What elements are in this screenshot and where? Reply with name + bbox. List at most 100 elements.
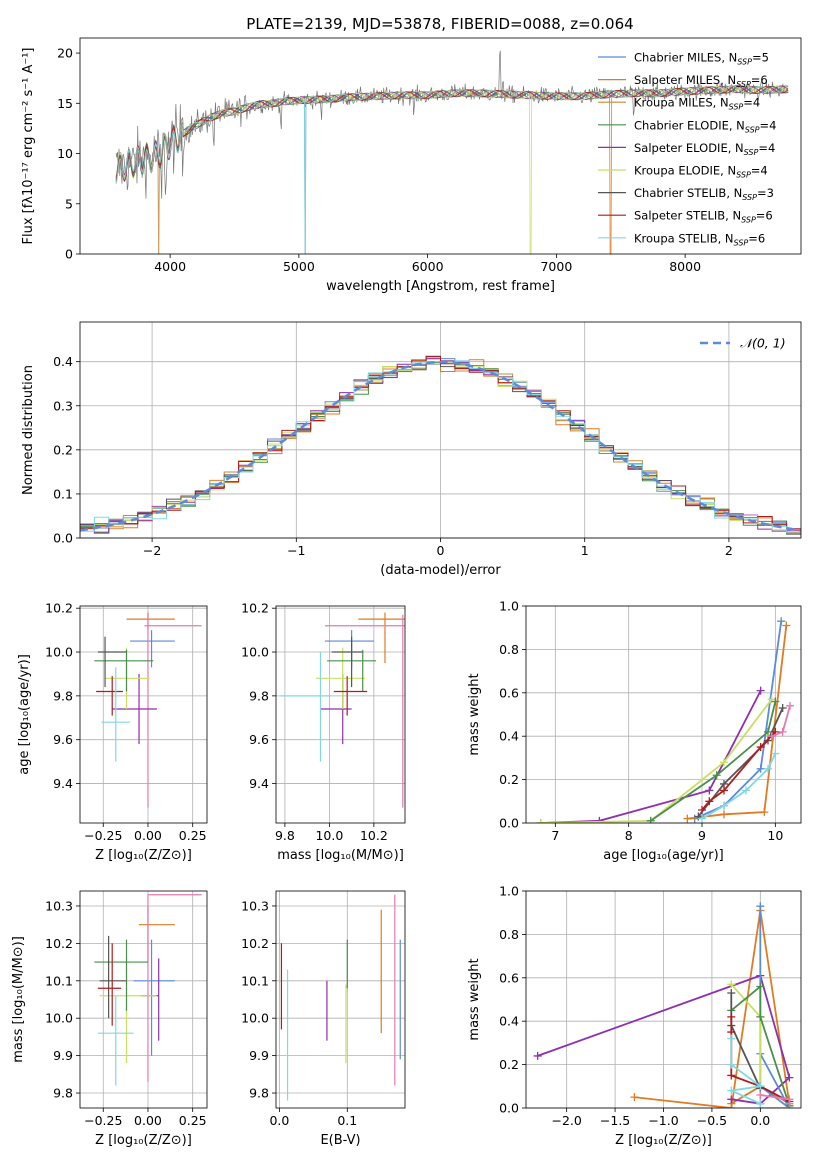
mass-weight-line: [730, 984, 791, 1107]
y-tick-label: 10: [57, 146, 73, 161]
axes-frame: [79, 37, 802, 255]
legend-label: Chabrier ELODIE, NSSP=4: [634, 118, 776, 134]
axes-frame: [525, 605, 802, 824]
mass-weight-marker: [742, 786, 750, 795]
mass-weight-marker: [683, 814, 692, 823]
x-tick-label: 0.00: [134, 828, 162, 843]
y-tick-label: 9.8: [53, 688, 73, 703]
mass-weight-marker: [727, 1086, 736, 1095]
legend-label: Kroupa MILES, NSSP=4: [634, 96, 760, 112]
residual-histogram-plot: −2 −1 0 1 2 0.0 0.1 0.2 0.3 0.4 (data-model)/error…: [21, 321, 802, 578]
figure-title: PLATE=2139, MJD=53878, FIBERID=0088, z=0…: [246, 15, 633, 33]
y-axis-label: Flux [fλ10⁻¹⁷ erg cm⁻² s⁻¹ A⁻¹]: [21, 48, 36, 245]
weight-vs-metallicity-plot: −2.0 −1.5 −1.0 −0.5 0.0 0.0 0.2 0.4 0.6 0.8 1.0 Z […: [467, 884, 802, 1148]
plot-area: [280, 894, 401, 1101]
mass-weight-marker: [727, 1012, 736, 1021]
mass-weight-marker: [698, 814, 706, 823]
mass-weight-line: [650, 701, 777, 822]
x-tick-label: 8: [625, 828, 633, 843]
model-spectrum-line: [115, 85, 789, 183]
y-tick-label: 9.8: [249, 1086, 269, 1101]
mass-weight-marker: [760, 808, 769, 817]
mass-weight-marker: [756, 1090, 765, 1099]
mass-weight-marker: [705, 786, 714, 795]
mass-weight-marker: [705, 797, 714, 806]
plot-area: [94, 612, 202, 808]
mass-weight-marker: [646, 816, 655, 823]
axes-frame: [79, 890, 208, 1109]
mass-weight-marker: [727, 980, 736, 989]
x-tick-label: 0.0: [269, 1113, 289, 1128]
x-tick-label: 8000: [669, 259, 701, 274]
y-tick-label: 9.8: [249, 688, 269, 703]
legend-label: Kroupa STELIB, NSSP=6: [634, 231, 765, 247]
x-axis-label: mass [log₁₀(M/M⊙)]: [277, 848, 404, 863]
y-tick-label: 10.0: [241, 645, 269, 660]
y-tick-label: 0.2: [53, 442, 73, 457]
mass-weight-marker: [595, 816, 604, 823]
x-axis-label: Z [log₁₀(Z/Z⊙)]: [95, 848, 192, 863]
y-tick-label: 5: [65, 196, 73, 211]
mass-weight-marker: [782, 621, 791, 630]
y-tick-label: 10.2: [45, 936, 73, 951]
mass-weight-marker: [727, 988, 736, 997]
mass-weight-marker: [727, 1095, 736, 1104]
mass-weight-marker: [785, 1099, 794, 1108]
model-spectrum-line: [115, 85, 789, 254]
y-axis-label: age [log₁₀(age/yr)]: [17, 654, 32, 775]
x-tick-label: 0.1: [337, 1113, 357, 1128]
plot-area: [115, 50, 789, 254]
x-axis-label: wavelength [Angstrom, rest frame]: [326, 279, 555, 294]
model-spectrum-line: [115, 85, 789, 254]
y-tick-label: 9.6: [249, 732, 269, 747]
mass-weight-marker: [756, 743, 765, 752]
y-axis-label: Normed distribution: [21, 365, 36, 495]
y-axis-label: mass [log₁₀(M/M⊙)]: [11, 936, 26, 1063]
gaussian-reference-line: [80, 360, 801, 532]
x-tick-label: −0.25: [84, 828, 122, 843]
y-tick-label: 0.0: [499, 816, 519, 831]
x-tick-label: −0.5: [697, 1113, 727, 1128]
mass-weight-marker: [698, 805, 706, 814]
mass-weight-marker: [771, 749, 780, 758]
y-tick-label: 0.4: [53, 354, 73, 369]
mass-weight-marker: [720, 801, 728, 810]
x-axis-label: Z [log₁₀(Z/Z⊙)]: [95, 1133, 192, 1148]
mass-weight-marker: [777, 617, 786, 626]
y-tick-label: 0.8: [499, 927, 519, 942]
x-tick-label: 7000: [540, 259, 572, 274]
y-tick-label: 1.0: [499, 599, 519, 614]
x-tick-label: 0.00: [134, 1113, 162, 1128]
y-axis-label: mass weight: [467, 958, 482, 1040]
x-tick-label: 0.25: [179, 1113, 207, 1128]
y-tick-label: 0: [65, 247, 73, 262]
x-tick-label: 5000: [283, 259, 315, 274]
y-tick-label: 10.0: [45, 1011, 73, 1026]
mass-weight-marker: [533, 1051, 542, 1060]
x-tick-label: 1: [581, 543, 589, 558]
mass-weight-line: [540, 698, 773, 823]
mass-weight-marker: [756, 764, 765, 773]
y-axis-label: mass weight: [467, 673, 482, 755]
y-tick-label: 15: [57, 96, 73, 111]
y-tick-label: 0.4: [499, 729, 519, 744]
mass-weight-line: [694, 621, 783, 820]
mass-weight-marker: [756, 982, 765, 991]
y-tick-label: 9.9: [53, 1048, 73, 1063]
x-axis-label: Z [log₁₀(Z/Z⊙)]: [615, 1133, 712, 1148]
legend-label: Salpeter STELIB, NSSP=6: [634, 209, 773, 225]
x-tick-label: 2: [725, 543, 733, 558]
mass-weight-marker: [720, 810, 728, 819]
mass-weight-marker: [764, 764, 772, 773]
legend-label: Chabrier STELIB, NSSP=3: [634, 186, 774, 202]
mass-weight-marker: [630, 1093, 639, 1102]
x-tick-label: 0.0: [750, 1113, 770, 1128]
y-tick-label: 0.3: [53, 398, 73, 413]
y-tick-label: 9.4: [249, 776, 269, 791]
age-vs-mass-plot: 9.8 10.0 10.2 9.4 9.6 9.8 10.0 10.2 mass [log₁₀(…: [241, 601, 406, 863]
mass-weight-marker: [727, 1071, 736, 1080]
x-tick-label: −1.5: [600, 1113, 630, 1128]
axes-frame: [275, 605, 406, 824]
x-tick-label: 10: [767, 828, 783, 843]
